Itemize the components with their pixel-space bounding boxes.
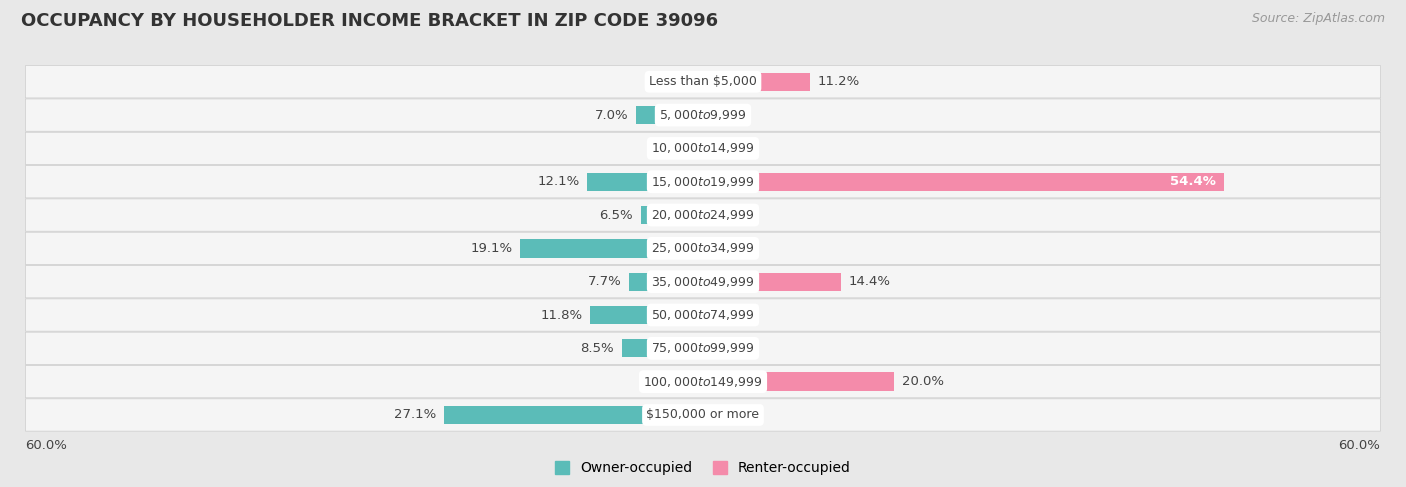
Text: 20.0%: 20.0% <box>903 375 943 388</box>
Bar <box>636 106 703 124</box>
Bar <box>588 172 703 191</box>
Text: $100,000 to $149,999: $100,000 to $149,999 <box>644 375 762 389</box>
Text: $50,000 to $74,999: $50,000 to $74,999 <box>651 308 755 322</box>
Bar <box>641 206 703 224</box>
Text: 6.5%: 6.5% <box>599 208 633 222</box>
Text: OCCUPANCY BY HOUSEHOLDER INCOME BRACKET IN ZIP CODE 39096: OCCUPANCY BY HOUSEHOLDER INCOME BRACKET … <box>21 12 718 30</box>
FancyBboxPatch shape <box>25 399 1381 431</box>
Bar <box>703 373 894 391</box>
Text: 12.1%: 12.1% <box>537 175 579 188</box>
Bar <box>444 406 703 424</box>
FancyBboxPatch shape <box>25 132 1381 165</box>
Text: $5,000 to $9,999: $5,000 to $9,999 <box>659 108 747 122</box>
Text: 14.4%: 14.4% <box>848 275 890 288</box>
Text: $35,000 to $49,999: $35,000 to $49,999 <box>651 275 755 289</box>
FancyBboxPatch shape <box>25 166 1381 198</box>
Text: 0.24%: 0.24% <box>651 375 693 388</box>
Text: 11.8%: 11.8% <box>540 308 582 321</box>
Text: Less than $5,000: Less than $5,000 <box>650 75 756 88</box>
FancyBboxPatch shape <box>25 299 1381 331</box>
FancyBboxPatch shape <box>25 99 1381 131</box>
Text: 0.0%: 0.0% <box>710 208 744 222</box>
FancyBboxPatch shape <box>25 66 1381 98</box>
Bar <box>591 306 703 324</box>
Text: 0.0%: 0.0% <box>710 242 744 255</box>
Bar <box>703 73 810 91</box>
Text: 7.7%: 7.7% <box>588 275 621 288</box>
Bar <box>520 239 703 258</box>
Text: $75,000 to $99,999: $75,000 to $99,999 <box>651 341 755 356</box>
FancyBboxPatch shape <box>25 199 1381 231</box>
Text: 0.0%: 0.0% <box>662 142 696 155</box>
Bar <box>700 373 703 391</box>
Text: 0.0%: 0.0% <box>710 109 744 122</box>
Text: 27.1%: 27.1% <box>394 409 436 421</box>
Text: $10,000 to $14,999: $10,000 to $14,999 <box>651 141 755 155</box>
Bar <box>621 339 703 357</box>
Text: 0.0%: 0.0% <box>710 142 744 155</box>
FancyBboxPatch shape <box>25 265 1381 298</box>
Text: $25,000 to $34,999: $25,000 to $34,999 <box>651 242 755 255</box>
Text: 11.2%: 11.2% <box>818 75 860 88</box>
Text: 0.0%: 0.0% <box>662 75 696 88</box>
Text: 0.0%: 0.0% <box>710 342 744 355</box>
Text: 54.4%: 54.4% <box>1170 175 1216 188</box>
Text: $20,000 to $24,999: $20,000 to $24,999 <box>651 208 755 222</box>
Text: $15,000 to $19,999: $15,000 to $19,999 <box>651 175 755 189</box>
Text: 8.5%: 8.5% <box>581 342 614 355</box>
Legend: Owner-occupied, Renter-occupied: Owner-occupied, Renter-occupied <box>550 456 856 481</box>
FancyBboxPatch shape <box>25 232 1381 264</box>
Text: 19.1%: 19.1% <box>471 242 513 255</box>
FancyBboxPatch shape <box>25 365 1381 398</box>
Bar <box>703 273 841 291</box>
Text: Source: ZipAtlas.com: Source: ZipAtlas.com <box>1251 12 1385 25</box>
Text: 0.0%: 0.0% <box>710 409 744 421</box>
Text: 7.0%: 7.0% <box>595 109 628 122</box>
Text: 60.0%: 60.0% <box>25 439 67 452</box>
Bar <box>703 172 1223 191</box>
Text: 60.0%: 60.0% <box>1339 439 1381 452</box>
FancyBboxPatch shape <box>25 332 1381 364</box>
Text: $150,000 or more: $150,000 or more <box>647 409 759 421</box>
Bar <box>630 273 703 291</box>
Text: 0.0%: 0.0% <box>710 308 744 321</box>
